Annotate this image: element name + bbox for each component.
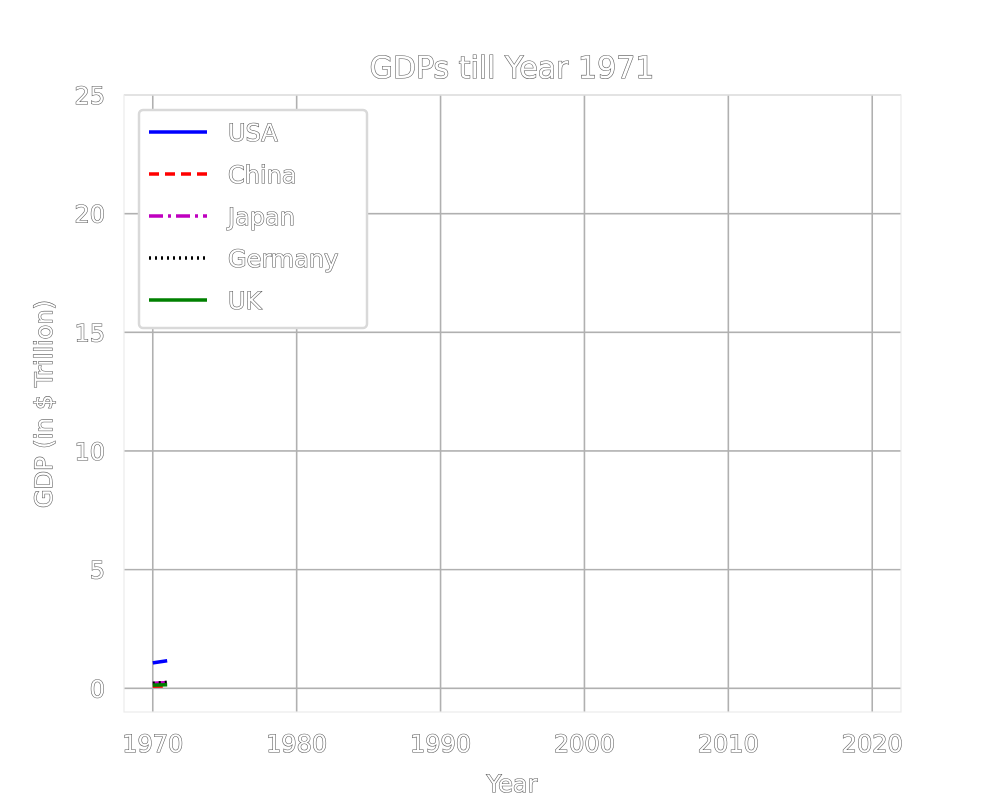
series-lines (152, 659, 168, 688)
x-tick-label: 1990 (410, 730, 471, 758)
y-tick-label: 15 (74, 319, 105, 347)
y-tick-label: 5 (90, 557, 105, 585)
y-tick-label: 10 (74, 438, 105, 466)
y-tick-label: 0 (90, 675, 105, 703)
legend-label-china: China (228, 161, 297, 189)
legend: USA China Japan Germany UK (137, 108, 369, 330)
chart-title: GDPs till Year 1971 (370, 51, 655, 86)
x-axis-label: Year (486, 770, 538, 798)
grid (124, 94, 901, 712)
legend-label-uk: UK (228, 287, 263, 315)
x-tick-label: 2000 (554, 730, 615, 758)
y-tick-label: 25 (74, 82, 105, 110)
x-tick-label: 1970 (122, 730, 183, 758)
legend-box (137, 108, 369, 330)
x-tick-label: 1980 (266, 730, 327, 758)
y-tick-label: 20 (74, 201, 105, 229)
tick-labels: 1970 1980 1990 2000 2010 2020 0 5 10 15 20 25 (74, 81, 903, 758)
series-line-germany (152, 680, 168, 686)
legend-label-usa: USA (228, 119, 278, 147)
y-axis-label: GDP (in $ Trillion) (30, 300, 58, 508)
series-line-usa (152, 659, 168, 665)
plot-area-frame (123, 94, 902, 713)
legend-label-germany: Germany (228, 245, 338, 273)
x-tick-label: 2010 (698, 730, 759, 758)
legend-label-japan: Japan (226, 203, 295, 231)
x-tick-label: 2020 (842, 730, 903, 758)
